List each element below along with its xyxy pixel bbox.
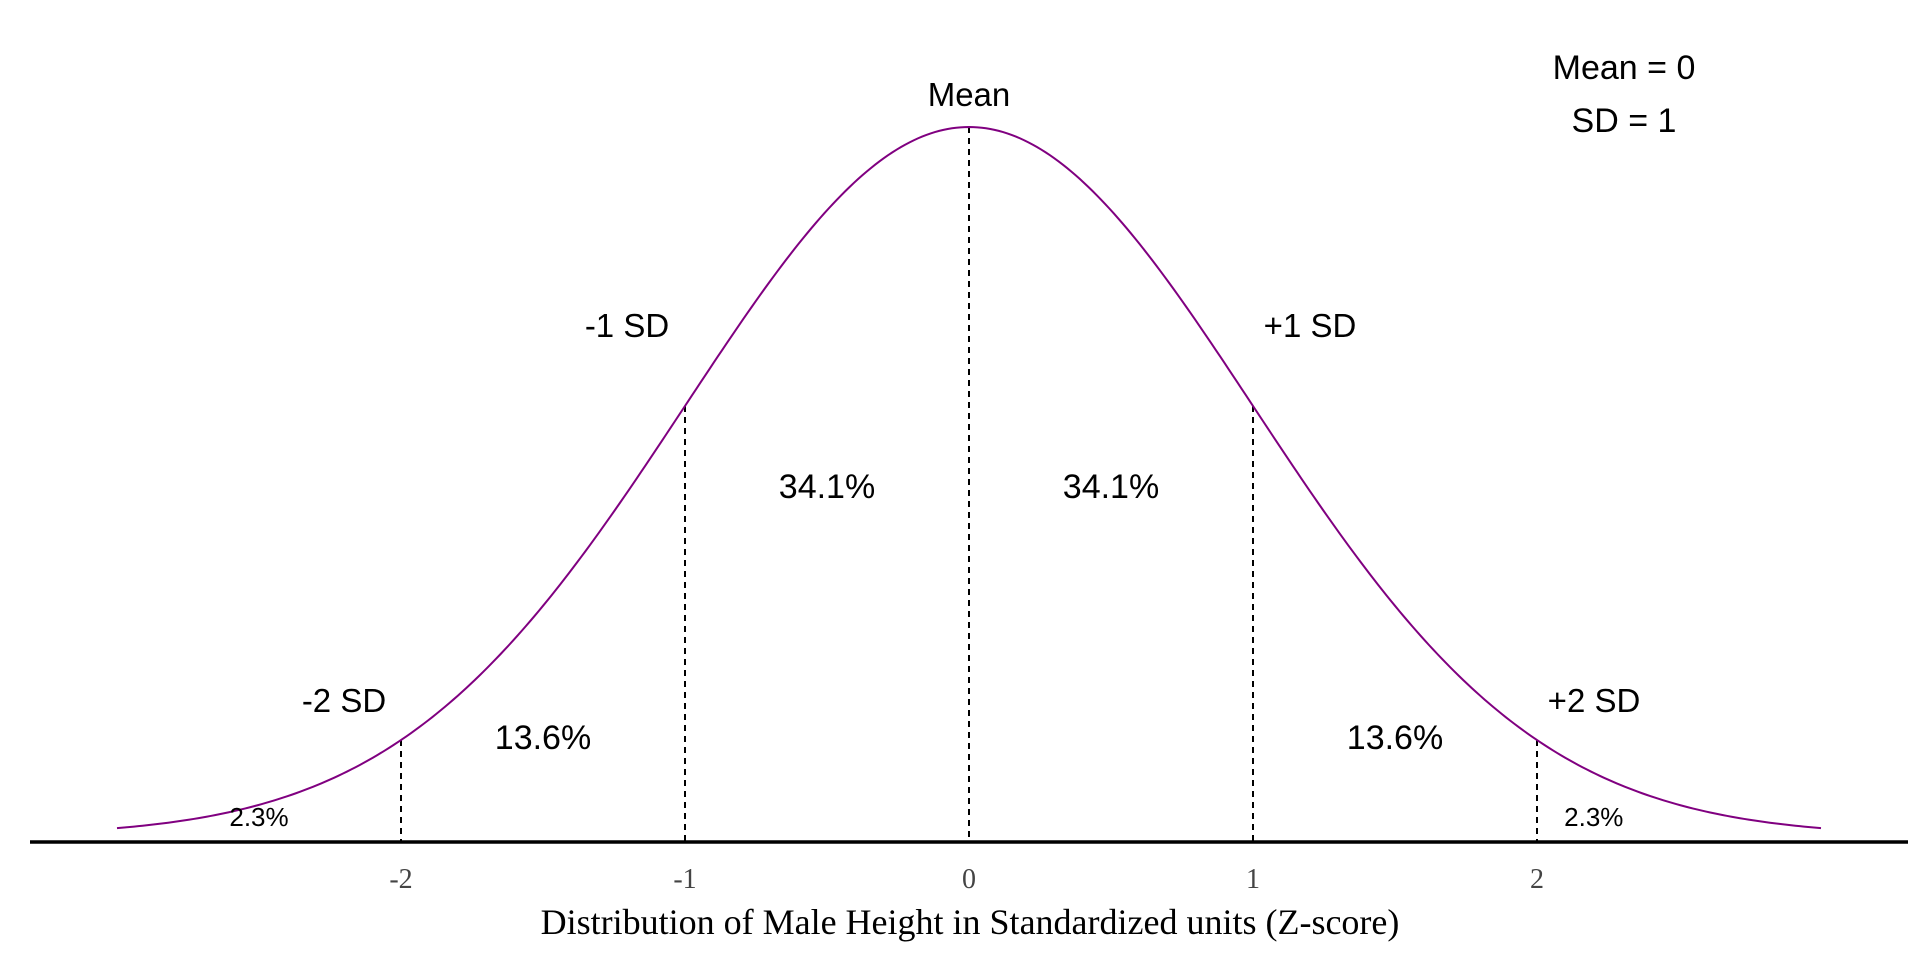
x-tick-label: -2 <box>389 864 412 895</box>
region-percentage-label: 13.6% <box>1347 719 1443 757</box>
region-percentage-labels: 2.3% 13.6% 34.1% 34.1% 13.6% 2.3% <box>229 468 1623 832</box>
sd-marker-labels: -2 SD -1 SD Mean +1 SD +2 SD <box>302 76 1641 719</box>
sd-marker-label: -1 SD <box>585 307 669 344</box>
region-percentage-label: 2.3% <box>229 802 288 832</box>
x-tick-label: -1 <box>673 864 696 895</box>
x-tick-label: 0 <box>962 864 976 895</box>
region-percentage-label: 13.6% <box>495 719 591 757</box>
sd-dashed-lines <box>400 127 1538 842</box>
region-percentage-label: 34.1% <box>1063 468 1159 506</box>
x-axis-title: Distribution of Male Height in Standardi… <box>541 902 1400 942</box>
sd-marker-label: Mean <box>928 76 1011 113</box>
density-curve <box>116 125 1822 830</box>
sd-annotation: SD = 1 <box>1572 102 1677 140</box>
sd-marker-label: -2 SD <box>302 682 386 719</box>
region-percentage-label: 34.1% <box>779 468 875 506</box>
sd-marker-label: +1 SD <box>1264 307 1357 344</box>
mean-annotation: Mean = 0 <box>1553 49 1696 87</box>
x-tick-label: 2 <box>1530 864 1544 895</box>
region-percentage-label: 2.3% <box>1564 802 1623 832</box>
sd-marker-label: +2 SD <box>1548 682 1641 719</box>
x-axis-ticks: -2 -1 0 1 2 <box>389 864 1544 895</box>
x-tick-label: 1 <box>1246 864 1260 895</box>
